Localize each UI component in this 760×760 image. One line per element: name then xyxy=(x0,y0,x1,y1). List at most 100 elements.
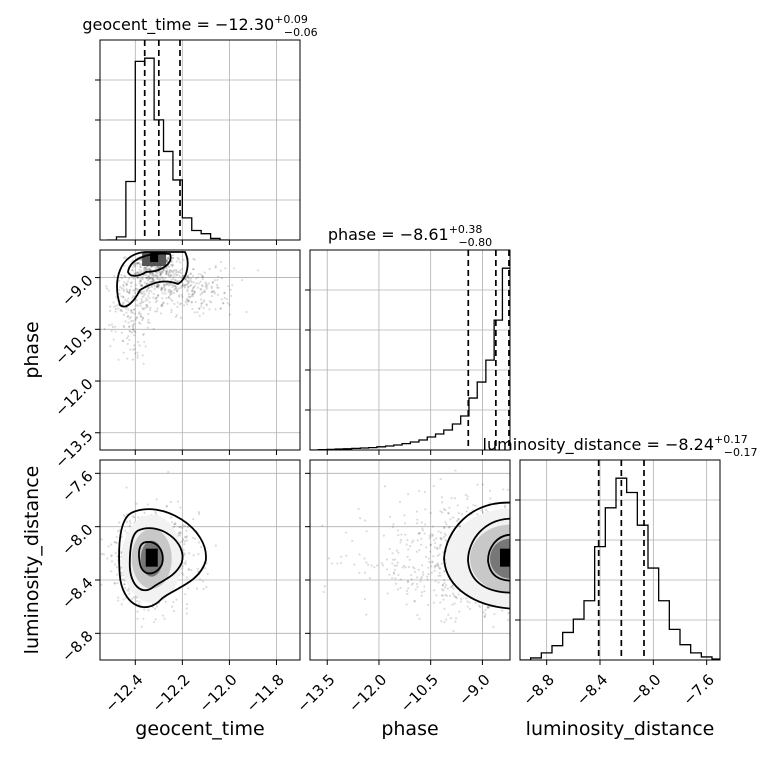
sample-point xyxy=(186,576,189,579)
sample-point xyxy=(161,614,165,617)
sample-point xyxy=(147,275,150,278)
sample-point xyxy=(441,583,445,586)
sample-point xyxy=(136,610,139,613)
contour-0.5sigma xyxy=(138,541,164,575)
sample-point xyxy=(444,584,447,587)
sample-point xyxy=(214,266,217,269)
sample-point xyxy=(146,321,149,324)
sample-point xyxy=(156,266,159,269)
sample-point xyxy=(419,577,423,580)
sample-point xyxy=(165,267,168,270)
sample-point xyxy=(197,511,201,514)
sample-point xyxy=(169,292,172,295)
sample-point xyxy=(394,577,397,580)
sample-point xyxy=(193,290,197,294)
sample-point xyxy=(457,517,460,521)
sample-point xyxy=(113,581,116,585)
sample-point xyxy=(169,516,173,519)
sample-point xyxy=(388,515,392,518)
sample-point xyxy=(415,550,419,553)
sample-point xyxy=(448,506,451,509)
sample-point xyxy=(120,287,123,290)
sample-point xyxy=(175,314,178,317)
sample-point xyxy=(182,304,186,307)
sample-point xyxy=(114,307,117,311)
sample-point xyxy=(142,333,146,336)
sample-point xyxy=(127,300,130,304)
sample-point xyxy=(400,538,403,542)
sample-point xyxy=(476,483,479,486)
sample-point xyxy=(133,272,136,275)
sample-point xyxy=(245,310,248,314)
sample-point xyxy=(138,600,141,603)
sample-point xyxy=(125,311,128,314)
sample-point xyxy=(147,286,150,290)
sample-point xyxy=(128,338,131,342)
sample-point xyxy=(321,524,324,527)
sample-point xyxy=(151,274,154,277)
sample-point xyxy=(163,617,166,620)
sample-point xyxy=(428,537,431,540)
sample-point xyxy=(216,275,220,278)
sample-point xyxy=(170,290,173,293)
sample-point xyxy=(241,279,244,282)
x-tick-label: −10.5 xyxy=(397,671,442,716)
sample-point xyxy=(381,564,385,567)
sample-point xyxy=(137,516,140,519)
sample-point xyxy=(118,279,121,283)
sample-point xyxy=(465,510,468,513)
sample-point xyxy=(135,599,139,603)
sample-point xyxy=(128,325,131,328)
sample-point xyxy=(166,283,169,286)
sample-point xyxy=(140,301,143,305)
sample-point xyxy=(142,268,146,271)
sample-point xyxy=(425,546,428,549)
sample-point xyxy=(202,587,205,591)
y-tick-label: −7.6 xyxy=(58,467,96,505)
sample-point xyxy=(176,256,179,260)
sample-point xyxy=(443,526,446,530)
sample-point xyxy=(130,308,133,312)
sample-point xyxy=(363,597,367,601)
panel-title-luminosity_distance: luminosity_distance = −8.24+0.17 −0.17 xyxy=(483,433,758,459)
sample-point xyxy=(125,299,129,303)
sample-point xyxy=(418,531,421,534)
sample-point xyxy=(183,285,186,288)
sample-point xyxy=(183,552,186,555)
sample-point xyxy=(131,358,134,361)
sample-point xyxy=(122,283,125,287)
sample-point xyxy=(219,307,222,310)
sample-point xyxy=(135,502,138,505)
sample-point xyxy=(161,303,164,306)
sample-point xyxy=(172,270,175,273)
sample-point xyxy=(189,272,192,276)
panel-title-phase: phase = −8.61+0.38 −0.80 xyxy=(328,223,492,249)
sample-point xyxy=(165,272,168,275)
sample-point xyxy=(179,316,182,319)
sample-point xyxy=(172,275,175,278)
sample-point xyxy=(148,289,151,292)
sample-point xyxy=(151,265,154,268)
sample-point xyxy=(156,310,159,313)
sample-point xyxy=(438,567,441,570)
sample-point xyxy=(179,286,182,289)
sample-point xyxy=(136,276,139,280)
sample-point xyxy=(418,617,421,620)
sample-point xyxy=(159,274,162,277)
sample-point xyxy=(162,268,165,272)
sample-point xyxy=(191,288,194,291)
sample-point xyxy=(156,265,159,268)
sample-point xyxy=(148,321,151,325)
sample-point xyxy=(175,290,179,293)
sample-point xyxy=(186,282,189,285)
sample-point xyxy=(344,531,348,534)
sample-point xyxy=(207,282,210,285)
sample-point xyxy=(134,318,137,321)
sample-point xyxy=(133,334,136,337)
sample-point xyxy=(159,273,162,276)
sample-point xyxy=(184,284,187,287)
sample-point xyxy=(133,344,136,347)
sample-point xyxy=(110,329,113,333)
sample-point xyxy=(129,348,132,351)
sample-point xyxy=(181,282,184,286)
